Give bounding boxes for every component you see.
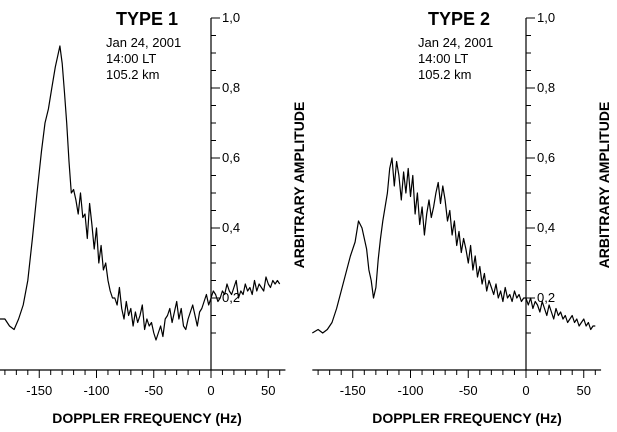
y-tick-label: 1,0 bbox=[537, 10, 555, 25]
y-tick-label: 0,8 bbox=[222, 80, 240, 95]
y-tick-label: 0,4 bbox=[537, 220, 555, 235]
x-axis-label: DOPPLER FREQUENCY (Hz) bbox=[372, 410, 562, 426]
x-tick-label: -100 bbox=[83, 383, 109, 398]
annotation-height: 105.2 km bbox=[418, 67, 471, 82]
panel-type-1: -150 -100 -50 0 50 0,2 0,4 0,6 0,8 1,0 TYPE 1 Jan… bbox=[0, 9, 307, 426]
annotation-date: Jan 24, 2001 bbox=[418, 35, 493, 50]
panel-type-2: -150 -100 -50 0 50 0,2 0,4 0,6 0,8 1,0 TYPE 2 Jan… bbox=[311, 9, 612, 426]
y-tick-label: 0,6 bbox=[222, 150, 240, 165]
y-axis-label: ARBITRARY AMPLITUDE bbox=[291, 102, 307, 269]
series-line bbox=[0, 45, 281, 341]
chart-title: TYPE 2 bbox=[428, 9, 490, 29]
chart-title: TYPE 1 bbox=[116, 9, 178, 29]
y-tick-label: 0,6 bbox=[537, 150, 555, 165]
x-tick-label: -50 bbox=[459, 383, 478, 398]
x-tick-label: -100 bbox=[397, 383, 423, 398]
annotation-date: Jan 24, 2001 bbox=[106, 35, 181, 50]
axis-ticks: -150 -100 -50 0 50 0,2 0,4 0,6 0,8 1,0 bbox=[312, 10, 602, 398]
x-tick-label: 0 bbox=[207, 383, 214, 398]
x-tick-label: -50 bbox=[144, 383, 163, 398]
y-tick-label: 0,2 bbox=[537, 290, 555, 305]
y-tick-label: 0,2 bbox=[222, 290, 240, 305]
x-tick-label: -150 bbox=[26, 383, 52, 398]
axis-ticks: -150 -100 -50 0 50 0,2 0,4 0,6 0,8 1,0 bbox=[0, 10, 286, 398]
y-tick-label: 0,4 bbox=[222, 220, 240, 235]
x-axis-label: DOPPLER FREQUENCY (Hz) bbox=[52, 410, 242, 426]
y-tick-label: 1,0 bbox=[222, 10, 240, 25]
x-tick-label: 50 bbox=[261, 383, 275, 398]
y-tick-label: 0,8 bbox=[537, 80, 555, 95]
series-line bbox=[311, 157, 596, 334]
x-tick-label: 0 bbox=[522, 383, 529, 398]
annotation-height: 105.2 km bbox=[106, 67, 159, 82]
annotation-time: 14:00 LT bbox=[418, 51, 468, 66]
annotation-time: 14:00 LT bbox=[106, 51, 156, 66]
y-axis-label: ARBITRARY AMPLITUDE bbox=[596, 102, 612, 269]
x-tick-label: 50 bbox=[577, 383, 591, 398]
x-tick-label: -150 bbox=[340, 383, 366, 398]
